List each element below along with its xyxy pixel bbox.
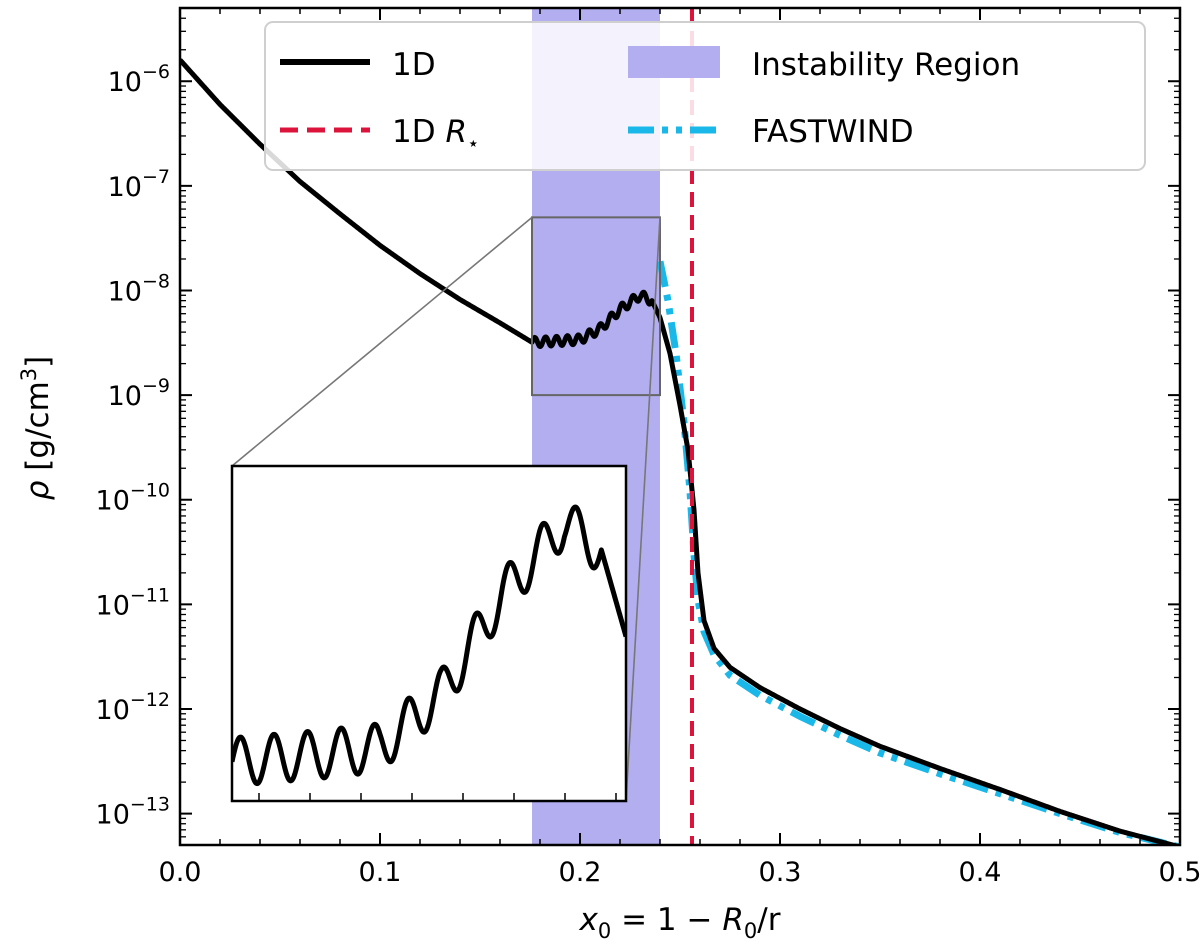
y-tick-label: 10−9 — [108, 375, 170, 412]
x-tick-label: 0.2 — [559, 857, 602, 888]
x-tick-label: 0.5 — [1159, 857, 1200, 888]
legend-instability-label: Instability Region — [752, 47, 1020, 83]
x-tick-label: 0.3 — [759, 857, 802, 888]
inset-ticks — [258, 793, 617, 801]
y-tick-label: 10−8 — [108, 270, 170, 307]
legend: 1D 1D R⋆ Instability Region FASTWIND — [264, 21, 1146, 171]
x-axis-label: x0 = 1 − R0/r — [579, 902, 781, 943]
legend-1d-label: 1D — [392, 47, 436, 83]
y-tick-label: 10−11 — [96, 584, 170, 621]
legend-instability-swatch — [628, 46, 720, 78]
legend-fastwind-label: FASTWIND — [752, 114, 914, 150]
inset-frame — [230, 464, 628, 803]
inset — [230, 464, 628, 803]
x-tick-label: 0.1 — [359, 857, 402, 888]
y-axis-label: ρ [g/cm3] — [17, 356, 56, 500]
zoom-connector-right — [625, 217, 661, 802]
y-tick-label: 10−13 — [96, 794, 170, 831]
legend-frame — [264, 21, 1146, 171]
y-tick-label: 10−6 — [108, 61, 170, 98]
legend-rstar-label: 1D R⋆ — [392, 114, 480, 155]
axis-ticks: 0.0 0.1 0.2 0.3 0.4 0.5 10−13 10−12 10−11 10−10 10… — [96, 7, 1200, 888]
y-tick-label: 10−12 — [96, 689, 170, 726]
inset-background — [232, 466, 626, 801]
plot-frame — [178, 6, 1182, 847]
inset-series-1d-line — [232, 504, 626, 787]
y-tick-label: 10−10 — [96, 480, 170, 517]
x-tick-label: 0.0 — [159, 857, 202, 888]
y-tick-label: 10−7 — [108, 166, 170, 203]
zoom-connector-left — [231, 216, 533, 467]
series-1d-line — [180, 58, 1180, 845]
x-tick-label: 0.4 — [959, 857, 1002, 888]
zoom-box — [531, 216, 661, 397]
